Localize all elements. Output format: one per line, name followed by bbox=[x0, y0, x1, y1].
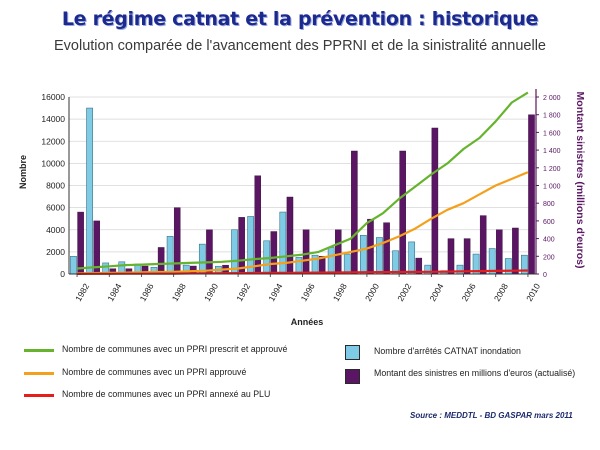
x-tick-label: 1994 bbox=[266, 281, 284, 303]
x-tick-label: 1998 bbox=[331, 281, 349, 303]
chart-title: Evolution comparée de l'avancement des P… bbox=[53, 38, 547, 54]
bar-catnat bbox=[231, 229, 238, 275]
x-tick-label: 1988 bbox=[170, 281, 188, 303]
bar-sinistres bbox=[270, 231, 278, 275]
y-tick-label-left: 12000 bbox=[41, 136, 65, 146]
bar-catnat bbox=[392, 250, 399, 275]
y-tick-label-right: 400 bbox=[543, 237, 555, 244]
bar-series-catnat bbox=[70, 107, 528, 275]
x-tick-label: 1982 bbox=[73, 281, 91, 303]
x-tick-label: 1996 bbox=[299, 281, 317, 303]
bar-catnat bbox=[343, 253, 351, 275]
x-tick-label: 1986 bbox=[138, 281, 156, 303]
legend-swatch-prescrit bbox=[24, 349, 54, 352]
bar-sinistres bbox=[302, 229, 310, 275]
x-tick-label: 2010 bbox=[524, 281, 542, 303]
y-tick-label-left: 4000 bbox=[46, 225, 65, 235]
bar-series-sinistres bbox=[77, 114, 535, 275]
bar-catnat bbox=[86, 107, 93, 275]
bar-sinistres bbox=[238, 217, 245, 275]
line-prescrit bbox=[77, 91, 529, 270]
y-tick-label-right: 800 bbox=[543, 201, 555, 208]
y-tick-label-right: 1 600 bbox=[543, 130, 561, 137]
y-tick-label-left: 14000 bbox=[41, 114, 65, 124]
legend-label-catnat: Nombre d'arrêtés CATNAT inondation bbox=[374, 346, 521, 356]
bar-sinistres bbox=[463, 238, 471, 275]
bar-sinistres bbox=[77, 211, 84, 275]
y-tick-label-left: 8000 bbox=[46, 181, 65, 191]
bar-catnat bbox=[279, 211, 287, 275]
x-tick-label: 2006 bbox=[460, 281, 478, 303]
bar-sinistres bbox=[157, 247, 165, 275]
y-tick-label-left: 16000 bbox=[41, 92, 65, 102]
bar-catnat bbox=[408, 241, 416, 275]
legend-label-approuve: Nombre de communes avec un PPRI approuvé bbox=[62, 367, 247, 377]
y-tick-label-left: 10000 bbox=[41, 158, 65, 168]
bar-catnat bbox=[70, 255, 77, 275]
bar-sinistres bbox=[206, 229, 213, 275]
y-tick-label-right: 1 400 bbox=[543, 148, 561, 155]
y-tick-label-right: 1 200 bbox=[543, 166, 561, 173]
bar-catnat bbox=[359, 234, 367, 275]
x-tick-label: 2004 bbox=[427, 281, 445, 303]
y-tick-label-right: 600 bbox=[543, 219, 555, 226]
bar-sinistres bbox=[496, 229, 503, 275]
bar-sinistres bbox=[351, 150, 358, 275]
bar-sinistres bbox=[431, 127, 439, 275]
legend-swatch-approuve bbox=[24, 372, 54, 375]
bar-catnat bbox=[327, 247, 335, 275]
y-axis-label-left: Nombre bbox=[18, 155, 28, 189]
legend-swatch-plu bbox=[24, 394, 54, 397]
x-tick-label: 1990 bbox=[202, 281, 220, 303]
y-tick-label-right: 1 800 bbox=[543, 113, 561, 120]
bar-catnat bbox=[166, 236, 174, 275]
legend-label-plu: Nombre de communes avec un PPRI annexé a… bbox=[62, 389, 271, 399]
bar-sinistres bbox=[479, 215, 487, 275]
y-tick-label-right: 200 bbox=[543, 254, 555, 261]
x-tick-label: 2002 bbox=[395, 281, 413, 303]
bar-catnat bbox=[456, 264, 464, 275]
y-axis-label-right: Montant sinistres (millions d'euros) bbox=[574, 92, 586, 269]
line-approuve bbox=[77, 171, 529, 275]
y-tick-label-right: 1 000 bbox=[543, 184, 561, 191]
y-tick-label-left: 0 bbox=[60, 269, 65, 279]
source-note: Source : MEDDTL - BD GASPAR mars 2011 bbox=[410, 411, 573, 420]
x-tick-label: 2008 bbox=[492, 281, 510, 303]
bar-sinistres bbox=[447, 238, 455, 275]
bar-sinistres bbox=[512, 227, 519, 275]
x-tick-label: 1984 bbox=[105, 281, 123, 303]
line-series bbox=[77, 91, 529, 275]
bar-sinistres bbox=[528, 114, 535, 275]
slide-title: Le régime catnat et la prévention : hist… bbox=[61, 8, 539, 30]
bar-catnat bbox=[247, 216, 254, 275]
legend-label-sinistres: Montant des sinistres en millions d'euro… bbox=[374, 368, 576, 378]
bar-catnat bbox=[198, 243, 206, 275]
y-tick-label-left: 6000 bbox=[46, 203, 65, 213]
x-tick-label: 2000 bbox=[363, 281, 381, 303]
legend-swatch-sinistres bbox=[345, 369, 360, 384]
bar-sinistres bbox=[335, 229, 342, 275]
y-tick-label-right: 2 000 bbox=[543, 95, 561, 102]
x-tick-label: 1992 bbox=[234, 281, 252, 303]
bar-sinistres bbox=[399, 150, 406, 275]
y-tick-label-left: 2000 bbox=[46, 247, 65, 257]
x-axis-label: Années bbox=[291, 317, 324, 327]
bar-sinistres bbox=[383, 222, 390, 275]
legend-swatch-catnat bbox=[345, 345, 360, 360]
legend-label-prescrit: Nombre de communes avec un PPRI prescrit… bbox=[62, 344, 288, 354]
y-tick-label-right: 0 bbox=[543, 272, 547, 279]
